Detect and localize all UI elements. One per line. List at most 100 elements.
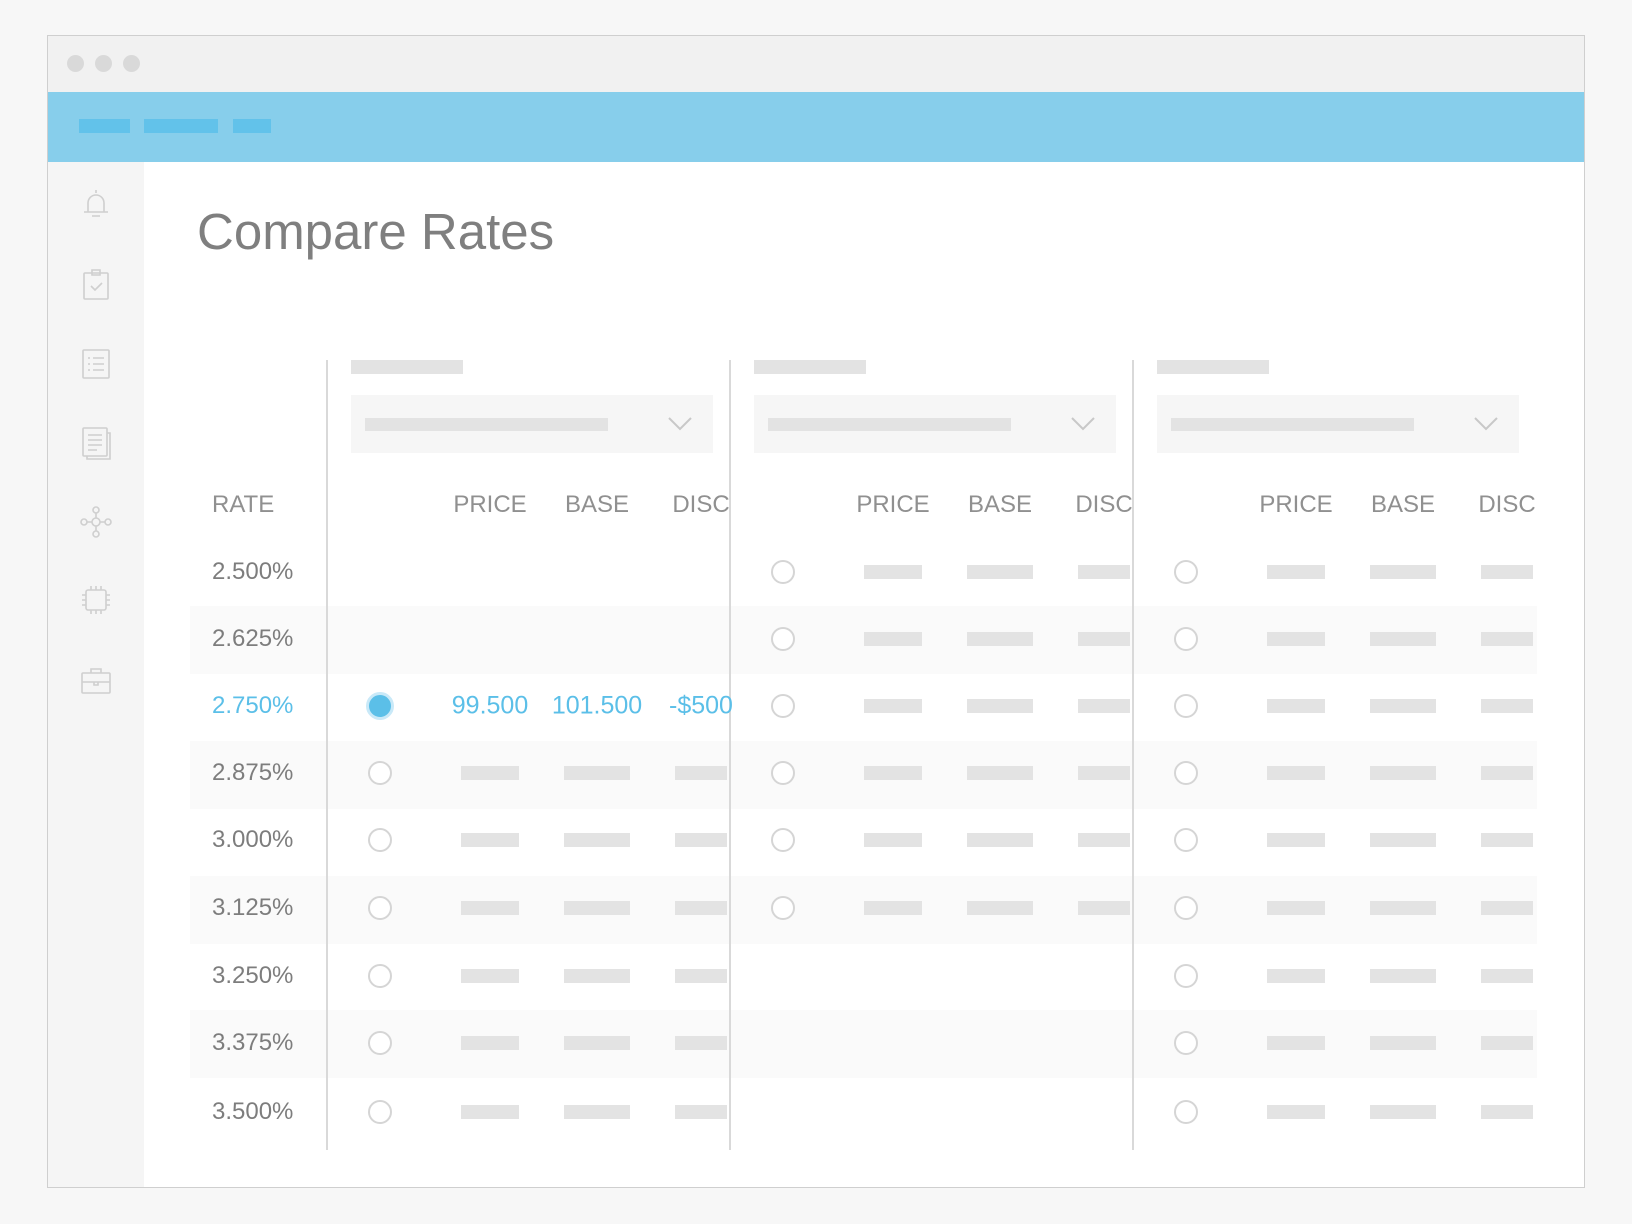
clipboard-check-icon[interactable] <box>78 266 114 302</box>
window-close-dot[interactable] <box>67 55 84 72</box>
cell-placeholder <box>1481 1105 1533 1119</box>
rate-option-radio[interactable] <box>1174 1031 1198 1055</box>
nav-item-placeholder[interactable] <box>79 119 130 133</box>
nav-item-placeholder[interactable] <box>233 119 271 133</box>
cell-placeholder <box>967 565 1033 579</box>
lender-dropdown[interactable] <box>754 395 1116 453</box>
rate-option-radio[interactable] <box>771 761 795 785</box>
rate-option-radio[interactable] <box>1174 627 1198 651</box>
cell-placeholder <box>1370 969 1436 983</box>
rate-option-radio[interactable] <box>368 761 392 785</box>
row-stripe <box>190 1010 1537 1078</box>
cell-placeholder <box>564 1105 630 1119</box>
dropdown-value-placeholder <box>1171 418 1414 431</box>
rate-option-radio[interactable] <box>1174 828 1198 852</box>
cell-placeholder <box>1078 565 1130 579</box>
window-maximize-dot[interactable] <box>123 55 140 72</box>
selected-disc-value: -$500 <box>669 691 733 720</box>
window-minimize-dot[interactable] <box>95 55 112 72</box>
list-icon[interactable] <box>78 346 114 382</box>
cell-placeholder <box>1267 833 1325 847</box>
cell-placeholder <box>967 766 1033 780</box>
column-divider <box>729 360 731 1150</box>
col-header-disc: DISC <box>1478 491 1536 518</box>
rate-label: 3.375% <box>212 1029 294 1056</box>
rate-option-radio[interactable] <box>1174 560 1198 584</box>
nav-item-placeholder[interactable] <box>144 119 218 133</box>
cell-placeholder <box>461 1036 519 1050</box>
col-header-disc: DISC <box>672 491 730 518</box>
cell-placeholder <box>1370 766 1436 780</box>
cell-placeholder <box>1370 1036 1436 1050</box>
rate-option-radio[interactable] <box>1174 964 1198 988</box>
network-icon[interactable] <box>78 504 114 540</box>
rate-option-radio[interactable] <box>1174 761 1198 785</box>
cell-placeholder <box>1267 565 1325 579</box>
col-header-disc: DISC <box>1075 491 1133 518</box>
rate-option-radio[interactable] <box>368 964 392 988</box>
chevron-down-icon <box>1471 411 1501 435</box>
rate-option-radio[interactable] <box>368 896 392 920</box>
cell-placeholder <box>1481 969 1533 983</box>
cell-placeholder <box>564 1036 630 1050</box>
cell-placeholder <box>1267 1105 1325 1119</box>
cell-placeholder <box>564 901 630 915</box>
chevron-down-icon <box>665 411 695 435</box>
cell-placeholder <box>675 833 727 847</box>
cell-placeholder <box>1481 1036 1533 1050</box>
rate-option-radio[interactable] <box>366 692 394 720</box>
col-header-price: PRICE <box>856 491 930 518</box>
selected-base-value: 101.500 <box>551 691 643 720</box>
cell-placeholder <box>1267 969 1325 983</box>
col-header-base: BASE <box>1370 491 1436 518</box>
cell-placeholder <box>1267 632 1325 646</box>
document-icon[interactable] <box>78 424 114 460</box>
cell-placeholder <box>864 901 922 915</box>
rate-option-radio[interactable] <box>1174 896 1198 920</box>
cell-placeholder <box>461 969 519 983</box>
rate-option-radio[interactable] <box>1174 1100 1198 1124</box>
col-header-base: BASE <box>967 491 1033 518</box>
main-content: Compare Rates RATE <box>144 162 1584 1187</box>
rate-option-radio[interactable] <box>771 828 795 852</box>
lender-dropdown[interactable] <box>1157 395 1519 453</box>
cell-placeholder <box>564 766 630 780</box>
rate-option-radio[interactable] <box>771 627 795 651</box>
rate-option-radio[interactable] <box>368 1100 392 1124</box>
rate-option-radio[interactable] <box>368 1031 392 1055</box>
cell-placeholder <box>1481 766 1533 780</box>
lender-dropdown[interactable] <box>351 395 713 453</box>
cell-placeholder <box>461 1105 519 1119</box>
column-divider <box>1132 360 1134 1150</box>
cell-placeholder <box>1370 632 1436 646</box>
rate-option-radio[interactable] <box>368 828 392 852</box>
col-header-base: BASE <box>564 491 630 518</box>
top-nav-bar <box>48 92 1584 162</box>
cell-placeholder <box>864 632 922 646</box>
briefcase-icon[interactable] <box>78 662 114 698</box>
cell-placeholder <box>1078 632 1130 646</box>
cell-placeholder <box>1267 1036 1325 1050</box>
bell-icon[interactable] <box>78 186 114 222</box>
cell-placeholder <box>461 766 519 780</box>
rate-option-radio[interactable] <box>1174 694 1198 718</box>
cell-placeholder <box>1267 699 1325 713</box>
chip-icon[interactable] <box>78 582 114 618</box>
dropdown-value-placeholder <box>365 418 608 431</box>
rate-option-radio[interactable] <box>771 694 795 718</box>
cell-placeholder <box>864 565 922 579</box>
rate-label: 2.500% <box>212 558 294 585</box>
cell-placeholder <box>675 969 727 983</box>
cell-placeholder <box>564 969 630 983</box>
lender-name-placeholder <box>1157 360 1269 374</box>
rate-option-radio[interactable] <box>771 896 795 920</box>
rate-label: 3.000% <box>212 826 294 853</box>
rate-label: 2.875% <box>212 759 294 786</box>
col-header-price: PRICE <box>453 491 527 518</box>
rate-option-radio[interactable] <box>771 560 795 584</box>
cell-placeholder <box>1370 699 1436 713</box>
column-divider <box>326 360 328 1150</box>
rate-label: 2.625% <box>212 625 294 652</box>
cell-placeholder <box>461 833 519 847</box>
cell-placeholder <box>1370 565 1436 579</box>
